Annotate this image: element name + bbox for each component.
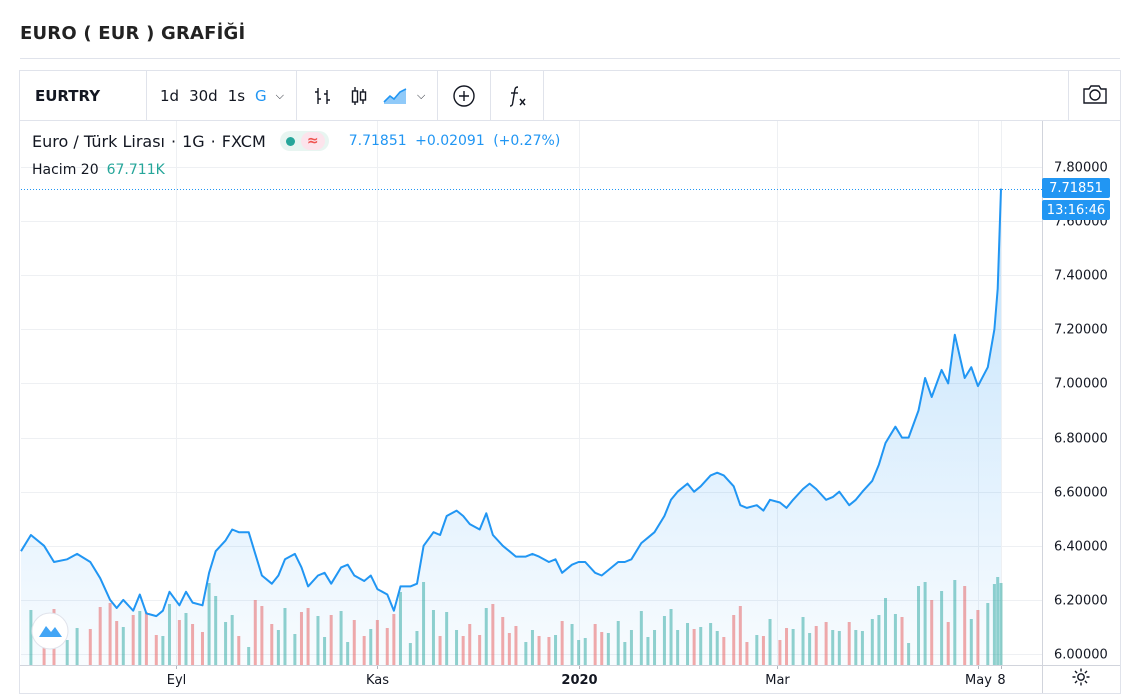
interval-30d-button[interactable]: 30d [189,86,218,105]
price-area-fill [21,188,1001,665]
x-tick-label: May [965,673,992,688]
price-line [20,188,1002,618]
interval-g-button[interactable]: G [255,86,267,105]
chart-widget: EURTRY 1d 30d 1s G ⌵ [19,70,1121,694]
chart-style-group: ⌵ [297,71,439,120]
snapshot-button[interactable] [1068,71,1120,121]
legend-separator: · [210,131,216,151]
chart-toolbar: EURTRY 1d 30d 1s G ⌵ [20,71,1120,121]
symbol-search-button[interactable]: EURTRY [20,71,147,120]
legend-change-percent: (+0.27%) [493,133,561,149]
camera-icon [1082,83,1108,109]
x-tick-label: 8 [997,673,1005,688]
market-open-dot-icon [285,136,295,146]
y-tick-label: 7.40000 [1054,269,1108,284]
countdown-axis-label: 13:16:46 [1042,200,1110,220]
x-tick-label: 2020 [561,673,597,688]
y-tick-label: 6.40000 [1054,540,1108,555]
interval-selector: 1d 30d 1s G ⌵ [147,71,298,120]
legend-symbol-name: Euro / Türk Lirası [32,131,165,151]
volume-label: Hacim 20 [32,162,99,178]
function-fx-icon[interactable] [499,78,535,114]
last-price-axis-label: 7.71851 [1042,178,1110,198]
chart-style-chevron-icon[interactable]: ⌵ [417,88,426,102]
gear-icon [1071,667,1091,691]
legend-values: 7.71851 +0.02091 (+0.27%) [349,133,565,149]
compare-plus-icon[interactable] [446,78,482,114]
x-tick-label: Eyl [167,673,187,688]
legend-separator: · [171,131,177,151]
candles-icon[interactable] [341,78,377,114]
y-tick-label: 6.80000 [1054,432,1108,447]
legend-interval: 1G [182,131,205,151]
y-tick-label: 7.80000 [1054,161,1108,176]
interval-dropdown-chevron-icon[interactable]: ⌵ [275,88,285,102]
page-title: EURO ( EUR ) GRAFİĞİ [20,23,246,44]
area-chart-icon[interactable] [377,78,413,114]
market-status-badge: ≈ [279,131,329,151]
y-tick-label: 6.20000 [1054,594,1108,609]
legend-exchange: FXCM [221,131,266,151]
volume-legend: Hacim 20 67.711K [32,162,165,178]
x-tick-label: Mar [765,673,790,688]
legend-last-price: 7.71851 [348,133,407,149]
y-tick-label: 7.00000 [1054,377,1108,392]
y-tick-label: 6.00000 [1054,648,1108,663]
ohlc-bars-icon[interactable] [305,78,341,114]
tradingview-logo-mark [39,626,62,637]
chart-settings-button[interactable] [1042,665,1120,693]
delayed-data-icon: ≈ [300,132,325,150]
price-chart[interactable]: 7.800007.600007.400007.200007.000006.800… [20,71,1120,693]
indicators-group [438,71,492,120]
volume-value: 67.711K [106,162,165,178]
legend-change: +0.02091 [415,133,485,149]
functions-group [491,71,545,120]
title-divider [20,58,1120,59]
x-tick-label: Kas [366,673,389,688]
y-tick-label: 7.20000 [1054,323,1108,338]
y-tick-label: 6.60000 [1054,486,1108,501]
series-legend: Euro / Türk Lirası · 1G · FXCM ≈ 7.71851… [32,131,564,151]
interval-1s-button[interactable]: 1s [227,86,246,105]
interval-1d-button[interactable]: 1d [160,86,180,105]
